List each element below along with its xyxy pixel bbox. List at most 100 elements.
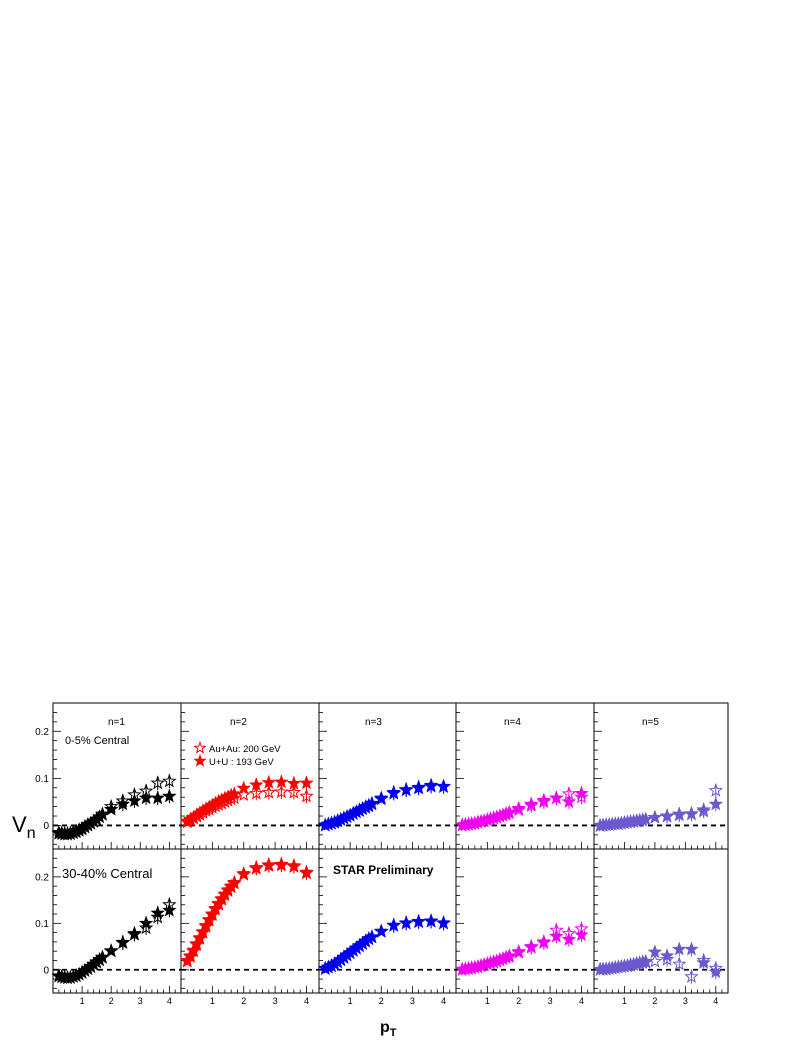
- uu-point: [672, 806, 687, 821]
- uu-point: [708, 796, 724, 811]
- uu-point: [684, 941, 699, 956]
- col-label-2: n=3: [365, 717, 382, 728]
- y-tick-label: 0: [43, 821, 49, 832]
- x-tick-label: 2: [379, 996, 384, 1006]
- uu-point: [286, 775, 302, 790]
- labels-layer: Vn pT 0-5% Central 30-40% Central n=1 n=…: [12, 717, 659, 1039]
- uu-point: [659, 948, 675, 963]
- uu-point: [502, 948, 517, 963]
- panel-frame: [180, 848, 320, 994]
- uu-point: [696, 802, 711, 817]
- uu-point: [236, 865, 251, 880]
- uu-point: [659, 808, 675, 823]
- uu-point: [115, 796, 131, 811]
- uu-point: [103, 801, 119, 816]
- auau-point: [672, 956, 687, 971]
- panel-r1-c0: 1 2 3 4 0 0.1 0.2: [35, 848, 182, 1006]
- x-tick-label: 4: [441, 996, 446, 1006]
- panel-r1-c3: 1 2 3 4: [455, 848, 595, 1006]
- uu-point: [398, 915, 414, 930]
- uu-point: [398, 782, 414, 796]
- x-tick-label: 1: [348, 996, 353, 1006]
- uu-point: [274, 856, 289, 871]
- uu-point: [411, 913, 426, 928]
- panel-r0-c0: 0 0.1 0.2: [35, 702, 182, 850]
- uu-point: [411, 779, 426, 794]
- auau-point: [708, 782, 724, 797]
- uu-point: [549, 928, 564, 943]
- uu-point: [374, 923, 389, 938]
- uu-point: [696, 955, 711, 969]
- x-axis-label: pT: [380, 1019, 397, 1039]
- uu-point: [436, 915, 451, 930]
- panel-r0-c1: [180, 702, 320, 850]
- auau-point: [138, 920, 154, 935]
- uu-point: [150, 790, 165, 805]
- uu-point: [374, 790, 389, 805]
- x-tick-label: 3: [273, 996, 278, 1006]
- auau-point: [299, 788, 314, 803]
- uu-point: [549, 790, 564, 805]
- uu-point: [227, 786, 242, 801]
- uu-point: [386, 784, 401, 799]
- panel-r1-c1: 1 2 3 4: [180, 848, 320, 1006]
- x-tick-label: 4: [304, 996, 309, 1006]
- y-tick-label: 0.2: [35, 727, 49, 738]
- uu-point: [638, 953, 654, 968]
- uu-point: [162, 788, 177, 803]
- x-tick-label: 3: [548, 996, 553, 1006]
- y-tick-label: 0.1: [35, 919, 49, 930]
- auau-point: [286, 784, 302, 799]
- uu-point: [386, 917, 401, 932]
- uu-point: [261, 857, 277, 871]
- uu-point: [511, 800, 526, 815]
- uu-point: [502, 804, 517, 819]
- x-tick-label: 4: [167, 996, 172, 1006]
- x-tick-label: 1: [622, 996, 627, 1006]
- x-tick-label: 3: [410, 996, 415, 1006]
- uu-point: [115, 934, 131, 949]
- uu-point: [423, 777, 439, 792]
- x-tick-label: 3: [683, 996, 688, 1006]
- panel-r0-c2: [317, 702, 457, 850]
- uu-point: [236, 780, 251, 795]
- uu-point: [138, 915, 154, 930]
- uu-point: [127, 793, 142, 808]
- uu-point: [261, 774, 277, 789]
- uu-point: [150, 905, 165, 920]
- uu-point: [524, 796, 539, 811]
- uu-point: [561, 931, 577, 946]
- y-axis-label: Vn: [12, 812, 36, 842]
- auau-point: [261, 784, 277, 799]
- panel-r0-c4: [592, 702, 729, 850]
- x-tick-label: 4: [579, 996, 584, 1006]
- auau-point: [274, 784, 289, 799]
- uu-point: [574, 927, 589, 942]
- uu-point: [708, 964, 724, 979]
- x-tick-label: 4: [713, 996, 718, 1006]
- uu-point: [274, 774, 289, 789]
- uu-point: [95, 806, 110, 821]
- col-label-0: n=1: [108, 717, 125, 728]
- uu-point: [364, 795, 380, 810]
- x-tick-label: 2: [241, 996, 246, 1006]
- uu-point: [536, 934, 552, 949]
- x-tick-label: 2: [652, 996, 657, 1006]
- panels-layer: 0 0.1 0.2 1 2 3 4 0 0.1 0.2 1 2 3 4 1 2 3 4 1 2 3 4 1 2 3 4: [35, 702, 729, 1006]
- uu-point: [574, 785, 589, 800]
- uu-point: [95, 949, 110, 964]
- x-tick-label: 1: [80, 996, 85, 1006]
- uu-point: [436, 778, 451, 793]
- uu-point: [561, 794, 577, 809]
- uu-point: [127, 925, 142, 940]
- row-label-1: 30-40% Central: [62, 866, 152, 881]
- x-tick-label: 1: [210, 996, 215, 1006]
- uu-point: [511, 944, 526, 958]
- uu-point: [299, 775, 314, 790]
- uu-point: [524, 938, 539, 953]
- panel-frame: [180, 702, 320, 850]
- legend-markers: [193, 741, 207, 767]
- star-preliminary-annotation: STAR Preliminary: [333, 863, 434, 877]
- uu-point: [103, 943, 119, 957]
